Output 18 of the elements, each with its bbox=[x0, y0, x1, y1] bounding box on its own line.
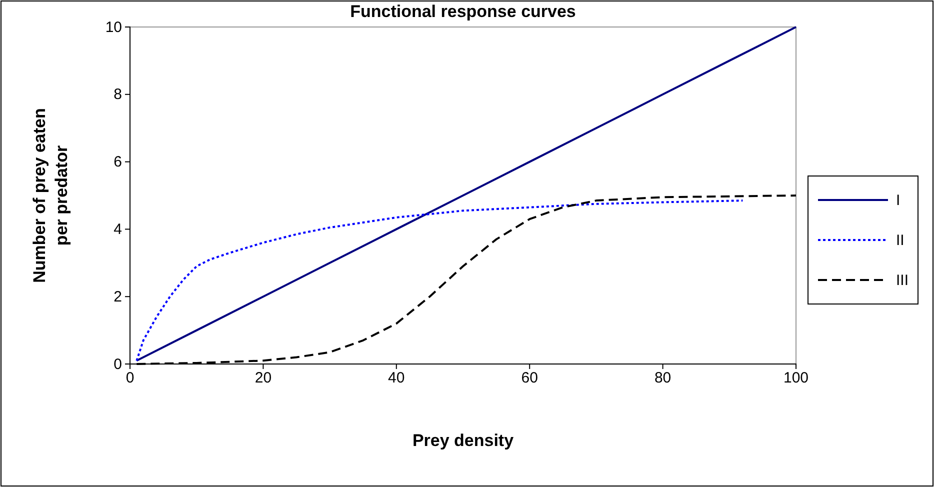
x-axis-title: Prey density bbox=[412, 431, 514, 450]
y-axis-title: Number of prey eaten per predator bbox=[30, 108, 71, 283]
y-tick-label: 10 bbox=[105, 18, 122, 36]
legend-label: III bbox=[896, 272, 909, 289]
x-tick-label: 100 bbox=[783, 370, 809, 387]
x-tick-label: 80 bbox=[654, 370, 672, 387]
y-tick-label: 0 bbox=[114, 356, 122, 373]
x-tick-label: 20 bbox=[254, 370, 272, 387]
chart-title: Functional response curves bbox=[350, 2, 576, 21]
legend-label: II bbox=[896, 232, 904, 249]
x-tick-label: 0 bbox=[126, 370, 134, 387]
y-tick-label: 2 bbox=[114, 288, 122, 306]
y-tick-label: 8 bbox=[114, 86, 122, 104]
legend-label: I bbox=[896, 192, 900, 209]
x-tick-label: 60 bbox=[521, 370, 538, 387]
y-tick-label: 4 bbox=[114, 221, 122, 238]
x-tick-label: 40 bbox=[388, 370, 405, 387]
y-tick-label: 6 bbox=[114, 154, 122, 171]
